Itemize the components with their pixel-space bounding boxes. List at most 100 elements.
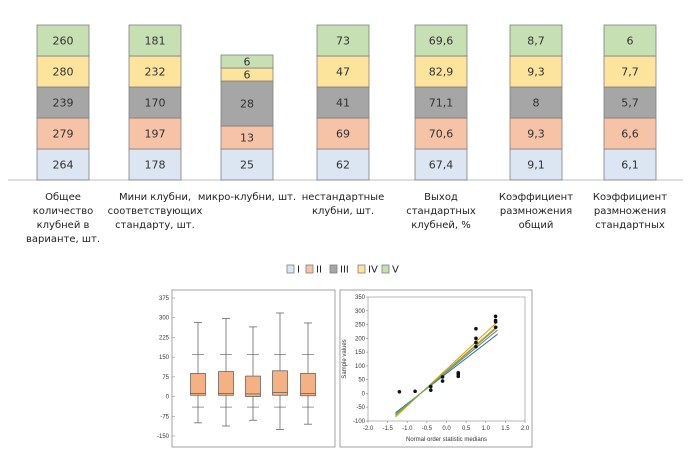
box-3 <box>245 375 261 397</box>
data-label: 264 <box>53 159 74 172</box>
category-label: размножения <box>500 206 572 217</box>
bar-segment-I-4 <box>316 148 370 181</box>
box-plot: 375 300 225 150 75 0 -75 -150 <box>157 289 336 448</box>
x-tick-label: 1.0 <box>482 426 491 432</box>
data-label: 9,3 <box>527 66 545 79</box>
y-tick-label: 150 <box>159 355 170 361</box>
data-label: 197 <box>145 128 166 141</box>
bar-segment-I-6 <box>509 148 563 181</box>
data-label: 9,1 <box>527 159 545 172</box>
category-label: количество <box>33 206 93 217</box>
data-label: 28 <box>240 98 254 111</box>
bar-segment-V-7 <box>603 24 657 57</box>
bar-segment-I-2 <box>128 148 182 181</box>
category-label: стандарту, шт. <box>115 220 195 231</box>
bar-segment-V-1 <box>36 24 90 57</box>
category-label: стандартных <box>406 206 476 217</box>
category-label: варианте, шт. <box>26 234 100 245</box>
data-point <box>493 314 498 319</box>
y-tick-label: -150 <box>157 434 170 440</box>
data-point <box>474 340 478 345</box>
data-point <box>440 375 445 379</box>
category-label: Коэффициент <box>593 192 667 203</box>
bar-segment-II-2 <box>128 117 182 150</box>
category-label: размножения <box>594 206 666 217</box>
category-label: микро-клубни, шт. <box>198 192 296 203</box>
y-tick-label: -100 <box>353 419 366 425</box>
data-point <box>397 389 402 394</box>
data-point <box>429 388 433 392</box>
x-tick-label: 0.5 <box>462 426 471 432</box>
legend-label-II: II <box>316 265 322 276</box>
legend-swatch-I <box>286 264 295 274</box>
y-tick-label: 0 <box>166 395 170 401</box>
data-label: 280 <box>53 66 74 79</box>
data-label: 8 <box>533 97 540 110</box>
bar-segment-III-6 <box>509 86 563 119</box>
category-label: стандартных <box>595 220 665 231</box>
bar-segment-V-5 <box>414 24 468 57</box>
y-tick-label: 0 <box>362 391 366 397</box>
bar-segment-I-3 <box>220 148 274 181</box>
legend-label-IV: IV <box>368 265 378 276</box>
legend-label-I: I <box>297 265 300 276</box>
bar-segment-II-7 <box>603 117 657 150</box>
category-label: клубней в <box>37 220 90 231</box>
data-label: 239 <box>53 97 74 110</box>
data-label: 73 <box>336 35 350 48</box>
category-label: клубней, % <box>411 220 471 231</box>
category-label: Выход <box>424 192 458 203</box>
data-label: 6 <box>244 56 251 69</box>
category-label: Коэффициент <box>499 192 573 203</box>
legend-swatch-IV <box>357 264 366 274</box>
bar-segment-V-6 <box>509 24 563 57</box>
data-label: 170 <box>145 97 166 110</box>
x-tick-label: 2.0 <box>521 426 530 432</box>
y-tick-label: 300 <box>355 309 366 315</box>
bar-segment-III-2 <box>128 86 182 119</box>
data-label: 70,6 <box>429 128 454 141</box>
category-label: клубни, шт. <box>312 206 374 217</box>
qq-frame <box>339 289 533 448</box>
bar-segment-III-3 <box>220 80 274 127</box>
x-tick-label: -0.5 <box>422 426 433 432</box>
data-label: 41 <box>336 97 350 110</box>
x-tick-label: -1.5 <box>382 426 393 432</box>
data-label: 7,7 <box>621 66 639 79</box>
x-axis-label: Normal order statistic medians <box>406 437 487 443</box>
data-label: 5,7 <box>621 97 639 110</box>
legend-label-III: III <box>340 265 349 276</box>
y-tick-label: -50 <box>356 405 365 411</box>
data-point <box>456 370 461 375</box>
data-label: 25 <box>240 159 254 172</box>
data-label: 62 <box>336 159 350 172</box>
data-point <box>413 389 417 394</box>
x-tick-label: 0.0 <box>442 426 451 432</box>
category-label: соответствующих <box>108 206 203 217</box>
bar-segment-IV-4 <box>316 55 370 88</box>
bar-segment-IV-1 <box>36 55 90 88</box>
legend-label-V: V <box>392 265 399 276</box>
bar-segment-III-5 <box>414 86 468 119</box>
data-label: 47 <box>336 66 350 79</box>
y-tick-label: 150 <box>355 350 366 356</box>
fit-line-5 <box>395 326 498 416</box>
bar-segment-IV-6 <box>509 55 563 88</box>
y-tick-label: 225 <box>159 335 170 341</box>
data-label: 8,7 <box>527 35 545 48</box>
legend: I II III IV V <box>286 264 399 276</box>
bar-segment-IV-2 <box>128 55 182 88</box>
data-label: 6 <box>244 69 251 82</box>
bar-segment-II-1 <box>36 117 90 150</box>
legend-swatch-V <box>381 264 390 274</box>
probability-plot: 350 300 250 200 150 100 50 0 -50 -100-2.0 -1.5 -1.0… <box>339 289 533 448</box>
data-point <box>474 326 478 331</box>
bar-segment-V-4 <box>316 24 370 57</box>
y-tick-label: 375 <box>159 296 170 302</box>
bar-segment-IV-7 <box>603 55 657 88</box>
x-tick-label: -2.0 <box>363 426 374 432</box>
y-tick-label: 75 <box>162 375 169 381</box>
bar-segment-V-2 <box>128 24 182 57</box>
y-tick-label: 250 <box>355 323 366 329</box>
